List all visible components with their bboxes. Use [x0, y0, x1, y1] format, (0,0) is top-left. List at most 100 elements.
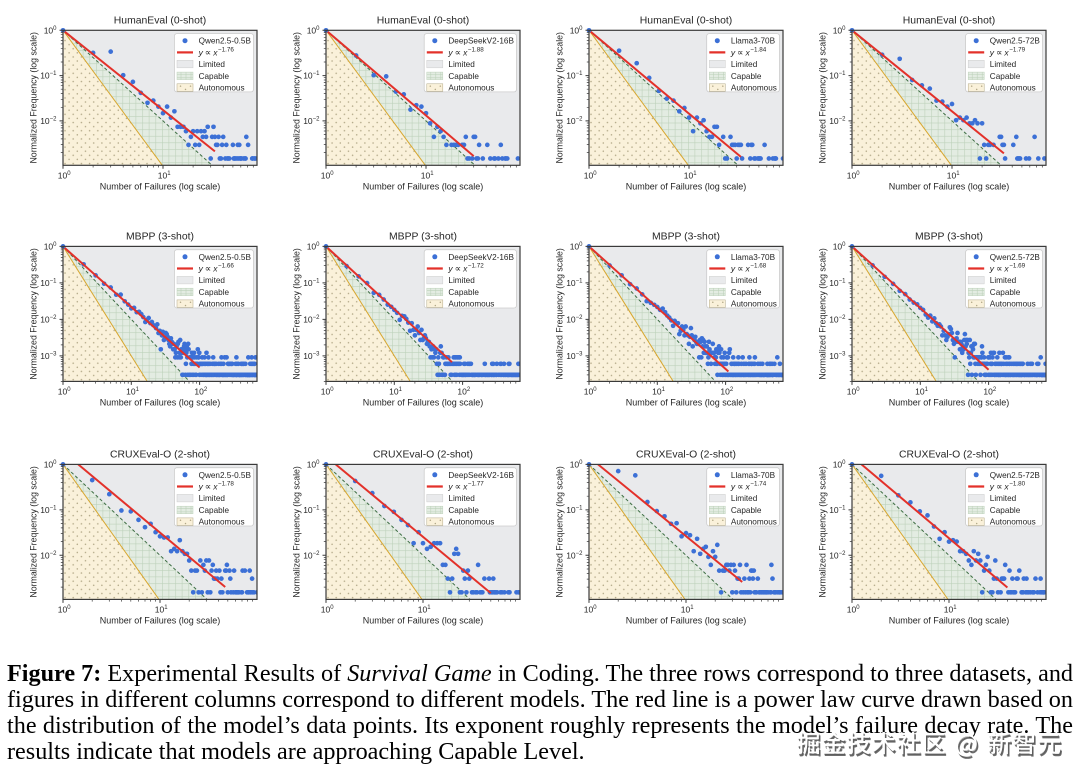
svg-text:HumanEval (0-shot): HumanEval (0-shot): [377, 15, 469, 26]
svg-text:x: x: [462, 264, 468, 274]
svg-text:101: 101: [684, 170, 697, 180]
svg-text:Limited: Limited: [448, 276, 475, 285]
svg-text:y: y: [198, 264, 204, 274]
svg-text:−1.84: −1.84: [750, 47, 766, 54]
svg-text:Normalized Frequency (log scal: Normalized Frequency (log scale): [29, 248, 39, 380]
svg-text:y: y: [447, 47, 453, 57]
svg-text:Autonomous: Autonomous: [731, 84, 777, 93]
svg-text:x: x: [745, 482, 751, 492]
svg-text:10−2: 10−2: [566, 314, 583, 324]
svg-text:x: x: [1003, 482, 1009, 492]
svg-text:100: 100: [847, 604, 860, 614]
svg-text:10−1: 10−1: [40, 505, 57, 515]
svg-text:Capable: Capable: [199, 506, 230, 515]
svg-text:−1.74: −1.74: [750, 481, 766, 488]
svg-text:Autonomous: Autonomous: [199, 518, 245, 527]
svg-text:101: 101: [944, 604, 957, 614]
svg-text:Qwen2.5-72B: Qwen2.5-72B: [990, 37, 1041, 46]
svg-text:Autonomous: Autonomous: [448, 300, 494, 309]
svg-text:x: x: [745, 47, 751, 57]
svg-text:10−1: 10−1: [566, 278, 583, 288]
svg-text:100: 100: [307, 25, 320, 35]
svg-text:Autonomous: Autonomous: [199, 84, 245, 93]
svg-text:100: 100: [321, 604, 334, 614]
svg-text:y: y: [989, 264, 995, 274]
svg-text:100: 100: [58, 170, 71, 180]
svg-text:10−1: 10−1: [829, 278, 846, 288]
svg-text:10−3: 10−3: [566, 351, 583, 361]
svg-text:−1.72: −1.72: [468, 263, 484, 270]
svg-text:MBPP (3-shot): MBPP (3-shot): [126, 231, 194, 242]
svg-text:Limited: Limited: [990, 494, 1017, 503]
svg-text:Capable: Capable: [448, 506, 479, 515]
svg-text:Normalized Frequency (log scal: Normalized Frequency (log scale): [818, 248, 828, 380]
svg-text:10−1: 10−1: [566, 71, 583, 81]
svg-text:Autonomous: Autonomous: [448, 84, 494, 93]
svg-text:102: 102: [983, 386, 996, 396]
svg-text:10−1: 10−1: [40, 278, 57, 288]
svg-text:100: 100: [584, 170, 597, 180]
svg-text:CRUXEval-O (2-shot): CRUXEval-O (2-shot): [373, 449, 473, 460]
svg-text:101: 101: [652, 386, 665, 396]
svg-text:Autonomous: Autonomous: [731, 518, 777, 527]
svg-text:Autonomous: Autonomous: [990, 300, 1036, 309]
svg-text:Capable: Capable: [199, 288, 230, 297]
svg-text:x: x: [1003, 47, 1009, 57]
svg-text:Number of Failures (log scale): Number of Failures (log scale): [626, 182, 747, 192]
svg-text:100: 100: [570, 459, 583, 469]
svg-text:102: 102: [720, 386, 733, 396]
svg-text:y: y: [447, 264, 453, 274]
svg-text:10−2: 10−2: [40, 314, 57, 324]
svg-text:Capable: Capable: [448, 288, 479, 297]
svg-text:10−3: 10−3: [829, 351, 846, 361]
svg-text:102: 102: [457, 386, 470, 396]
svg-text:x: x: [212, 47, 218, 57]
svg-text:Limited: Limited: [448, 60, 475, 69]
svg-text:CRUXEval-O (2-shot): CRUXEval-O (2-shot): [899, 449, 999, 460]
svg-text:10−2: 10−2: [829, 550, 846, 560]
svg-text:Capable: Capable: [731, 506, 762, 515]
svg-text:Limited: Limited: [990, 276, 1017, 285]
svg-text:y: y: [730, 482, 736, 492]
svg-text:Capable: Capable: [731, 72, 762, 81]
svg-text:−1.77: −1.77: [468, 481, 484, 488]
svg-text:Limited: Limited: [731, 60, 758, 69]
svg-text:10−1: 10−1: [303, 278, 320, 288]
svg-text:DeepSeekV2-16B: DeepSeekV2-16B: [448, 37, 514, 46]
svg-text:Number of Failures (log scale): Number of Failures (log scale): [889, 182, 1010, 192]
svg-text:Normalized Frequency (log scal: Normalized Frequency (log scale): [292, 32, 302, 164]
svg-text:100: 100: [833, 25, 846, 35]
svg-text:Qwen2.5-0.5B: Qwen2.5-0.5B: [199, 37, 252, 46]
svg-text:100: 100: [833, 459, 846, 469]
svg-text:x: x: [462, 47, 468, 57]
svg-text:10−1: 10−1: [303, 505, 320, 515]
svg-text:102: 102: [194, 386, 207, 396]
svg-text:Limited: Limited: [448, 494, 475, 503]
svg-text:Qwen2.5-72B: Qwen2.5-72B: [990, 471, 1041, 480]
svg-text:101: 101: [155, 604, 168, 614]
svg-text:y: y: [989, 47, 995, 57]
svg-text:Llama3-70B: Llama3-70B: [731, 253, 776, 262]
svg-text:101: 101: [418, 604, 431, 614]
svg-text:−1.79: −1.79: [1009, 47, 1025, 54]
svg-text:Normalized Frequency (log scal: Normalized Frequency (log scale): [555, 248, 565, 380]
svg-text:100: 100: [321, 170, 334, 180]
svg-text:Llama3-70B: Llama3-70B: [731, 471, 776, 480]
svg-text:100: 100: [584, 604, 597, 614]
svg-text:10−1: 10−1: [566, 505, 583, 515]
svg-text:y: y: [989, 482, 995, 492]
svg-text:Capable: Capable: [731, 288, 762, 297]
svg-text:Capable: Capable: [990, 72, 1021, 81]
svg-text:−1.68: −1.68: [750, 263, 766, 270]
svg-text:Normalized Frequency (log scal: Normalized Frequency (log scale): [555, 32, 565, 164]
svg-text:y: y: [730, 264, 736, 274]
svg-text:−1.76: −1.76: [218, 47, 234, 54]
svg-text:100: 100: [321, 386, 334, 396]
svg-text:Capable: Capable: [199, 72, 230, 81]
svg-text:Autonomous: Autonomous: [448, 518, 494, 527]
svg-text:DeepSeekV2-16B: DeepSeekV2-16B: [448, 471, 514, 480]
svg-text:HumanEval (0-shot): HumanEval (0-shot): [640, 15, 732, 26]
svg-text:Autonomous: Autonomous: [731, 300, 777, 309]
svg-text:Number of Failures (log scale): Number of Failures (log scale): [363, 182, 484, 192]
svg-text:Number of Failures (log scale): Number of Failures (log scale): [626, 616, 747, 626]
